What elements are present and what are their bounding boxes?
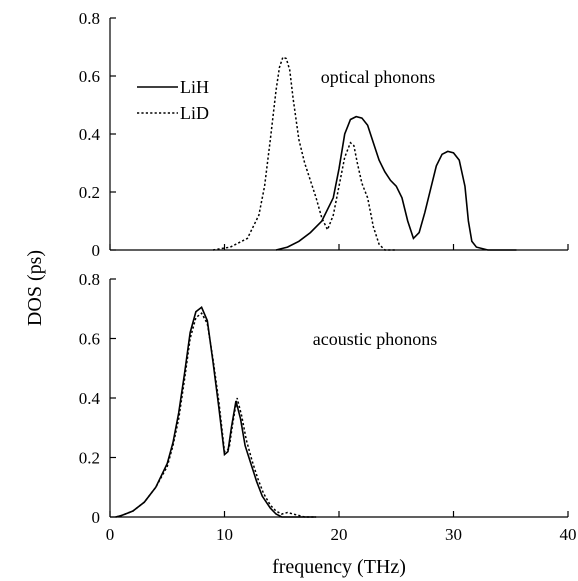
bottom-y-ticks: 0 0.2 0.4 0.6 0.8: [79, 270, 116, 527]
x-tick-label-3: 30: [445, 525, 462, 544]
bottom-x-ticks: 0 10 20 30 40: [106, 511, 577, 544]
legend-lih-label: LiH: [180, 77, 209, 97]
bottom-y-tick-label-3: 0.6: [79, 330, 100, 349]
top-y-tick-label-0: 0: [92, 241, 101, 260]
acoustic-panel: 0 0.2 0.4 0.6 0.8 0 10 20 30 40 acoustic phonons: [79, 270, 577, 544]
top-y-ticks: 0 0.2 0.4 0.6 0.8: [79, 9, 569, 260]
bottom-series-lih-line: [115, 305, 317, 518]
bottom-series-lid-line: [115, 312, 317, 518]
legend-lid-label: LiD: [180, 103, 209, 123]
acoustic-phonons-annotation: acoustic phonons: [313, 329, 437, 349]
top-y-tick-label-4: 0.8: [79, 9, 100, 28]
top-series-lih-line: [275, 115, 517, 251]
x-axis-label: frequency (THz): [272, 556, 406, 578]
top-y-tick-label-3: 0.6: [79, 67, 100, 86]
bottom-y-tick-label-0: 0: [92, 508, 101, 527]
top-y-tick-label-1: 0.2: [79, 183, 100, 202]
legend: LiH LiD: [137, 77, 209, 123]
x-tick-label-1: 10: [216, 525, 233, 544]
bottom-y-tick-label-4: 0.8: [79, 270, 100, 289]
x-tick-label-4: 40: [560, 525, 577, 544]
x-tick-label-0: 0: [106, 525, 115, 544]
y-axis-label: DOS (ps): [24, 250, 46, 326]
optical-phonons-annotation: optical phonons: [321, 67, 436, 87]
optical-panel: 0 0.2 0.4 0.6 0.8 optical phonons LiH LiD: [79, 9, 569, 260]
bottom-y-tick-label-1: 0.2: [79, 449, 100, 468]
top-y-tick-label-2: 0.4: [79, 125, 101, 144]
x-tick-label-2: 20: [331, 525, 348, 544]
bottom-y-tick-label-2: 0.4: [79, 389, 101, 408]
